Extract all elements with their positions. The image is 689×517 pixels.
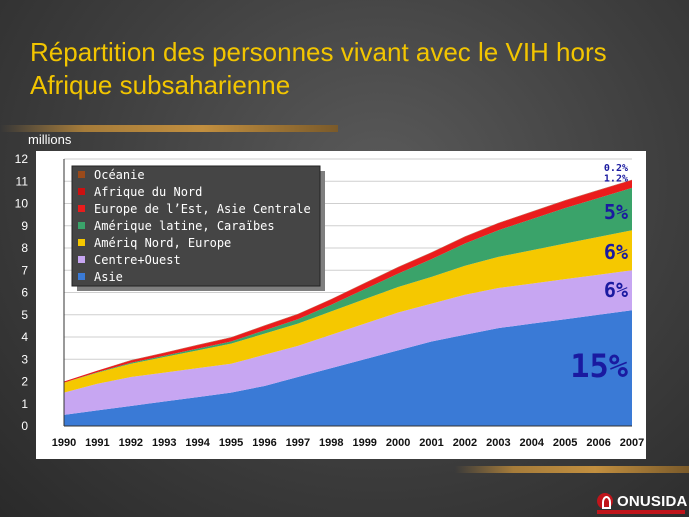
y-tick-label: 10 (15, 197, 29, 211)
legend-swatch (78, 188, 85, 195)
legend-entry: Amériq Nord, Europe (94, 236, 231, 250)
x-tick-label: 2001 (419, 437, 443, 449)
logo-strip (597, 510, 685, 514)
x-tick-label: 2003 (486, 437, 510, 449)
y-tick-label: 0 (21, 419, 28, 433)
x-tick-label: 1990 (52, 437, 76, 449)
y-tick-label: 6 (21, 286, 28, 300)
x-tick-label: 1995 (219, 437, 243, 449)
annotation-label: 1.2% (604, 173, 628, 184)
y-tick-label: 8 (21, 241, 28, 255)
y-axis-label: millions (28, 132, 72, 147)
legend-box (71, 165, 321, 287)
x-tick-label: 2005 (553, 437, 577, 449)
annotation-label: 0.2% (604, 163, 628, 174)
x-tick-label: 1992 (119, 437, 143, 449)
legend-swatch (78, 239, 85, 246)
legend-entry: Asie (94, 270, 123, 284)
y-tick-label: 5 (21, 308, 28, 322)
area-am-rique-latine-cara-bes (64, 187, 632, 383)
legend-swatch (78, 256, 85, 263)
aids-ribbon-icon (597, 493, 613, 509)
area-asie (64, 310, 632, 426)
decorative-rule-top (0, 125, 338, 132)
legend-swatch (78, 171, 85, 178)
logo-text: ONUSIDA (617, 492, 688, 510)
decorative-rule-bottom (455, 466, 689, 473)
x-tick-label: 2002 (453, 437, 477, 449)
legend-swatch (78, 205, 85, 212)
y-tick-label: 11 (16, 174, 29, 188)
x-tick-label: 1993 (152, 437, 176, 449)
x-tick-label: 1994 (185, 437, 210, 449)
annotation-label: 5% (604, 200, 628, 224)
onusida-logo: ONUSIDA (597, 489, 688, 513)
x-tick-label: 1996 (252, 437, 276, 449)
area-centre-ouest (64, 270, 632, 415)
x-tick-label: 2007 (620, 437, 644, 449)
annotation-label: 6% (604, 240, 628, 264)
legend-entry: Amérique latine, Caraïbes (94, 219, 275, 233)
y-tick-label: 4 (21, 330, 28, 344)
y-tick-label: 1 (21, 397, 28, 411)
y-tick-label: 2 (21, 375, 28, 389)
x-tick-label: 2000 (386, 437, 410, 449)
page-title: Répartition des personnes vivant avec le… (30, 37, 607, 100)
annotation-label: 15% (570, 347, 629, 385)
legend-swatch (78, 273, 85, 280)
y-tick-label: 7 (21, 263, 28, 277)
area-am-riq-nord-europe (64, 230, 632, 393)
area-europe-de-l-est-asie-centrale (64, 180, 632, 383)
y-tick-label: 9 (21, 219, 28, 233)
y-tick-label: 12 (15, 152, 29, 166)
legend-entry: Centre+Ouest (94, 253, 181, 267)
legend-entry: Océanie (94, 168, 145, 182)
x-tick-label: 1997 (286, 437, 310, 449)
x-tick-label: 1998 (319, 437, 343, 449)
y-tick-label: 3 (21, 352, 28, 366)
x-tick-label: 1991 (85, 437, 109, 449)
x-tick-label: 2006 (586, 437, 610, 449)
x-tick-label: 2004 (520, 437, 545, 449)
annotation-label: 6% (604, 278, 628, 302)
legend-entry: Europe de l’Est, Asie Centrale (94, 202, 311, 216)
legend-swatch (78, 222, 85, 229)
x-tick-label: 1999 (352, 437, 376, 449)
legend-entry: Afrique du Nord (94, 185, 202, 199)
